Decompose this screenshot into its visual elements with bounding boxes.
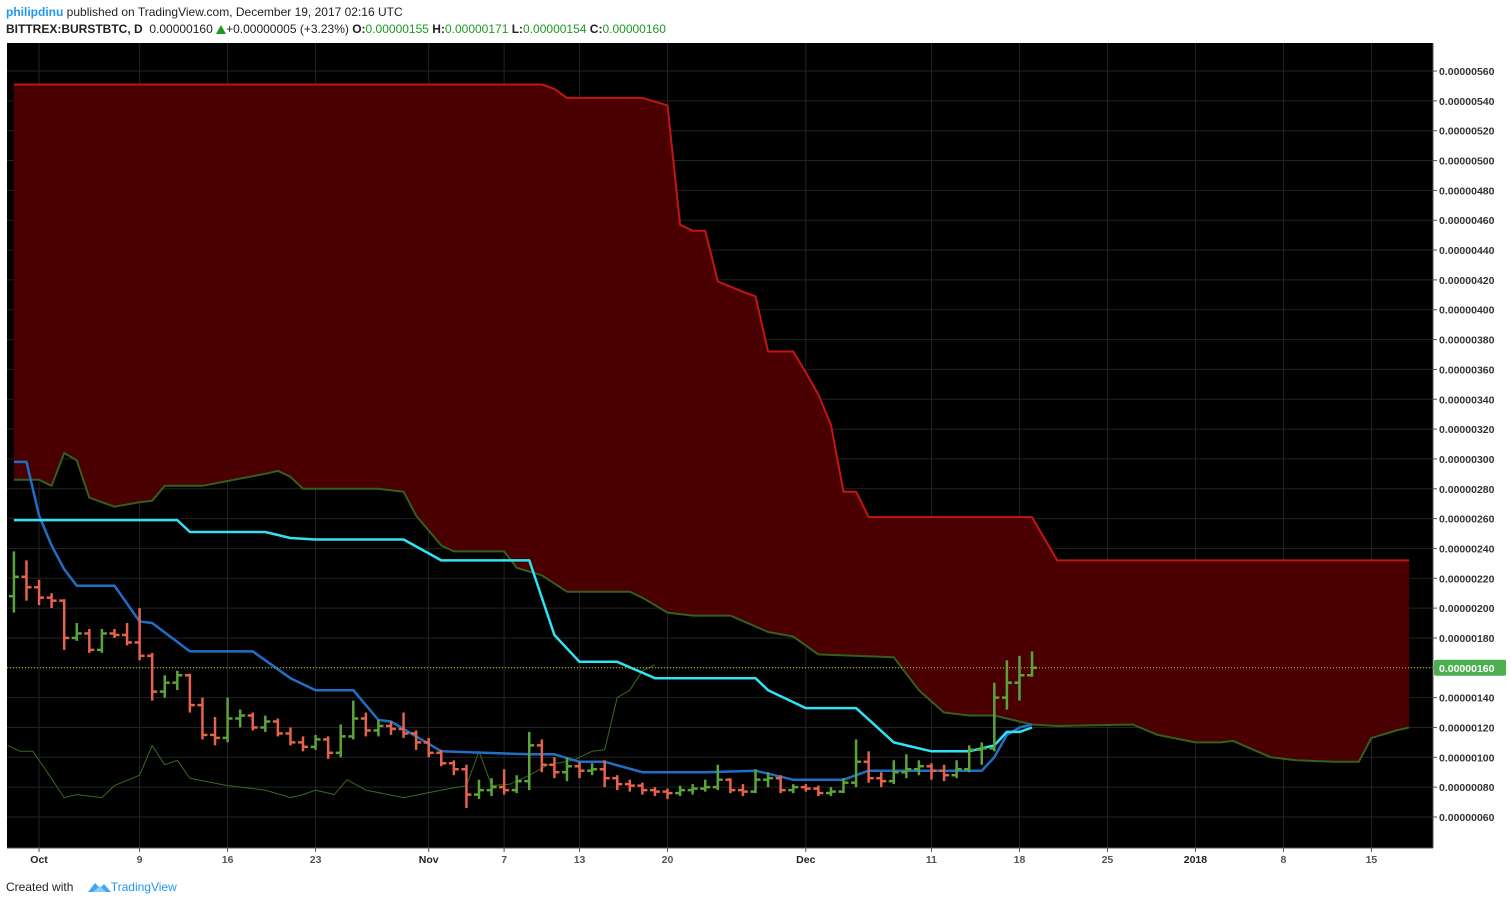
ohlc-close-label: C:	[589, 22, 603, 36]
brand-link[interactable]: TradingView	[110, 880, 177, 894]
y-tick-label: 0.00000140	[1439, 693, 1495, 705]
ohlc-low: 0.00000154	[523, 22, 587, 36]
x-tick-label: 16	[222, 854, 234, 866]
symbol-line: BITTREX:BURSTBTC, D 0.00000160 +0.000000…	[6, 22, 666, 36]
y-tick-label: 0.00000420	[1439, 275, 1495, 287]
x-tick-label: 7	[501, 854, 507, 866]
author[interactable]: philipdinu	[6, 5, 64, 19]
x-tick-label: Nov	[419, 854, 439, 866]
y-tick-label: 0.00000360	[1439, 364, 1495, 376]
ohlc-open-label: O:	[352, 22, 366, 36]
plot	[7, 83, 1433, 809]
x-tick-label: Oct	[30, 854, 48, 866]
x-tick-label: 9	[137, 854, 143, 866]
y-tick-label: 0.00000380	[1439, 335, 1495, 347]
y-tick-label: 0.00000560	[1439, 66, 1495, 78]
x-tick-label: 20	[662, 854, 674, 866]
y-tick-label: 0.00000240	[1439, 543, 1495, 555]
cloud-edge	[13, 452, 1410, 763]
indicator-line	[7, 664, 656, 799]
y-tick-label: 0.00000500	[1439, 156, 1495, 168]
y-tick-label: 0.00000340	[1439, 394, 1495, 406]
footer: Created with TradingView	[6, 880, 177, 894]
y-tick-label: 0.00000480	[1439, 185, 1495, 197]
x-tick-label: 25	[1102, 854, 1114, 866]
y-tick-label: 0.00000400	[1439, 305, 1495, 317]
ohlc-high-label: H:	[432, 22, 445, 36]
y-tick-label: 0.00000440	[1439, 245, 1495, 257]
ohlc-low-label: L:	[511, 22, 524, 36]
y-tick-label: 0.00000060	[1439, 812, 1495, 824]
x-tick-label: 23	[310, 854, 322, 866]
cloud-edge	[13, 83, 1410, 562]
cloud	[13, 84, 1410, 762]
last-price-box	[1434, 659, 1506, 676]
y-tick-label: 0.00000320	[1439, 424, 1495, 436]
ohlc-high: 0.00000171	[444, 22, 509, 36]
y-tick-label: 0.00000520	[1439, 126, 1495, 138]
header-line: philipdinu published on TradingView.com,…	[6, 5, 403, 19]
y-tick-label: 0.00000260	[1439, 514, 1495, 526]
y-tick-label: 0.00000540	[1439, 96, 1495, 108]
x-tick-label: 13	[574, 854, 586, 866]
y-tick-label: 0.00000120	[1439, 722, 1495, 734]
tradingview-logo	[88, 883, 111, 892]
y-tick-label: 0.00000300	[1439, 454, 1495, 466]
change: +0.00000005 (+3.23%)	[226, 22, 349, 36]
price: 0.00000160	[149, 22, 213, 36]
y-tick-label: 0.00000460	[1439, 215, 1495, 227]
x-tick-label: Dec	[796, 854, 815, 866]
y-tick-label: 0.00000280	[1439, 484, 1495, 496]
published: published on TradingView.com, December 1…	[66, 5, 403, 19]
x-tick-label: 18	[1014, 854, 1026, 866]
ohlc-open: 0.00000155	[365, 22, 429, 36]
y-tick-label: 0.00000200	[1439, 603, 1495, 615]
x-tick-label: 2018	[1184, 854, 1208, 866]
ohlc-close: 0.00000160	[602, 22, 666, 36]
up-arrow	[216, 25, 227, 34]
x-tick-label: 11	[926, 854, 937, 866]
created-with: Created with	[6, 880, 74, 894]
y-tick-label: 0.00000080	[1439, 782, 1495, 794]
symbol: BITTREX:BURSTBTC, D	[6, 22, 143, 36]
axes: 0.00000060 0.00000080 0.00000100 0.00000120…	[30, 66, 1506, 866]
y-tick-label: 0.00000100	[1439, 752, 1495, 764]
x-tick-label: 15	[1366, 854, 1378, 866]
last-price-label: 0.00000160	[1439, 663, 1495, 675]
x-tick-label: 8	[1281, 854, 1287, 866]
y-tick-label: 0.00000180	[1439, 633, 1495, 645]
y-tick-label: 0.00000220	[1439, 573, 1495, 585]
